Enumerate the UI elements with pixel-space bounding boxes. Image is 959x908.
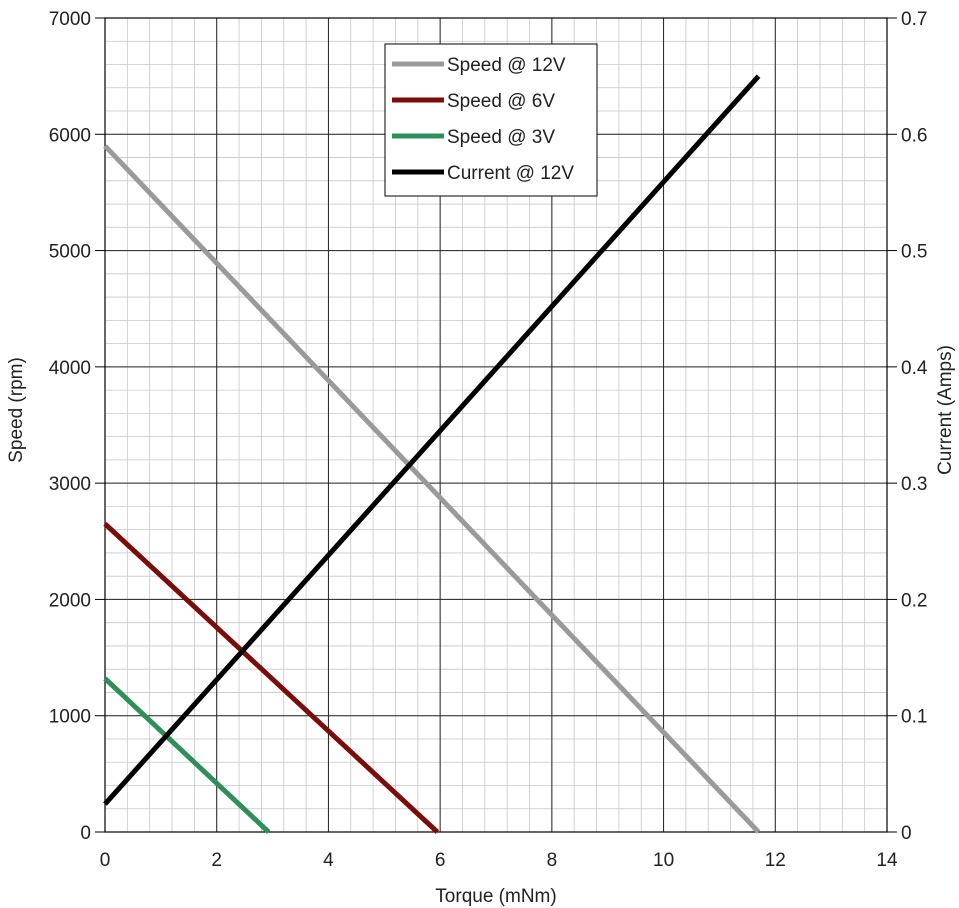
y-axis-title: Speed (rpm) xyxy=(6,357,27,463)
series-line-speed-3v xyxy=(103,676,271,834)
y-tick-label: 6000 xyxy=(49,125,91,146)
y-tick-label: 7000 xyxy=(49,9,91,30)
y-tick-label: 2000 xyxy=(49,590,91,611)
x-tick-label: 4 xyxy=(323,850,334,871)
y2-tick-label: 0.3 xyxy=(901,474,927,495)
x-tick-label: 14 xyxy=(876,850,898,871)
x-tick-label: 0 xyxy=(100,850,111,871)
y-tick-label: 0 xyxy=(80,823,91,844)
y-tick-label: 1000 xyxy=(49,707,91,728)
series-line-current-12v xyxy=(103,74,761,806)
x-tick-label: 10 xyxy=(653,850,674,871)
legend-label: Current @ 12V xyxy=(447,163,574,184)
plot-frame xyxy=(104,17,888,833)
y-tick-label: 3000 xyxy=(49,474,91,495)
series-line-speed-12v xyxy=(103,144,761,834)
y2-tick-label: 0.7 xyxy=(901,9,927,30)
legend-label: Speed @ 3V xyxy=(447,127,555,148)
x-tick-label: 2 xyxy=(211,850,222,871)
y2-axis-ticks: 0 0.1 0.2 0.3 0.4 0.5 0.6 0.7 xyxy=(887,9,928,844)
series-lines xyxy=(103,74,761,834)
legend-label: Speed @ 6V xyxy=(447,91,555,112)
legend-label: Speed @ 12V xyxy=(447,55,566,76)
y2-tick-label: 0.1 xyxy=(901,707,927,728)
x-tick-label: 8 xyxy=(547,850,558,871)
y-tick-label: 4000 xyxy=(49,358,91,379)
y2-tick-label: 0.5 xyxy=(901,242,927,263)
legend: Speed @ 12V Speed @ 6V Speed @ 3V Current @… xyxy=(384,43,598,197)
x-tick-label: 12 xyxy=(765,850,786,871)
y-tick-label: 5000 xyxy=(49,242,91,263)
y-axis-ticks: 0 1000 2000 3000 4000 5000 6000 7000 xyxy=(49,9,105,844)
series-line-speed-6v xyxy=(103,522,440,834)
y2-tick-label: 0 xyxy=(901,823,912,844)
y2-tick-label: 0.4 xyxy=(901,358,928,379)
y2-axis-title: Current (Amps) xyxy=(935,345,956,475)
x-tick-label: 6 xyxy=(435,850,446,871)
x-axis-ticks: 0 2 4 6 8 10 12 14 xyxy=(100,850,898,871)
x-axis-title: Torque (mNm) xyxy=(435,886,556,907)
y2-tick-label: 0.6 xyxy=(901,125,927,146)
y2-tick-label: 0.2 xyxy=(901,590,927,611)
